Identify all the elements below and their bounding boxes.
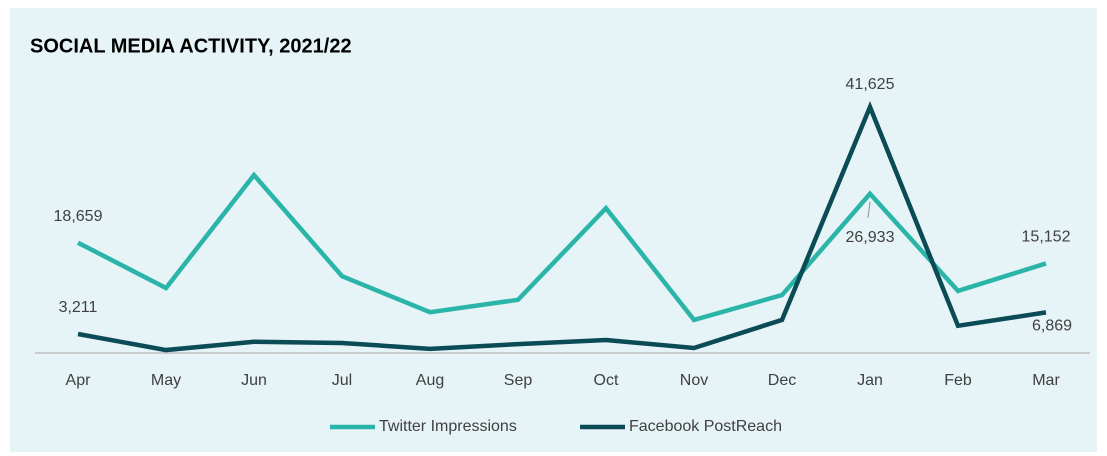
x-tick-label: Jan [857, 372, 883, 389]
chart-title: SOCIAL MEDIA ACTIVITY, 2021/22 [30, 35, 352, 57]
x-tick-label: Nov [680, 372, 708, 389]
x-tick-label: Mar [1032, 372, 1060, 389]
legend-label: Facebook PostReach [629, 418, 782, 435]
legend-label: Twitter Impressions [379, 418, 517, 435]
x-tick-label: Feb [944, 372, 972, 389]
x-tick-label: Aug [416, 372, 444, 389]
x-tick-label: Dec [768, 372, 796, 389]
data-label: 3,211 [59, 299, 98, 316]
data-label: 26,933 [846, 229, 895, 246]
data-label: 6,869 [1032, 318, 1072, 335]
x-tick-label: May [151, 372, 181, 389]
leader-line [867, 201, 871, 218]
chart-background [10, 8, 1097, 452]
series-line [76, 171, 1047, 323]
data-label: 15,152 [1022, 229, 1071, 246]
x-tick-label: Apr [66, 372, 92, 389]
x-tick-label: Sep [504, 372, 533, 389]
series-line [77, 100, 1047, 353]
data-label: 41,625 [846, 76, 895, 93]
x-tick-label: Oct [594, 372, 619, 389]
data-label: 18,659 [54, 208, 103, 225]
x-tick-label: Jun [241, 372, 267, 389]
x-tick-label: Jul [332, 372, 352, 389]
